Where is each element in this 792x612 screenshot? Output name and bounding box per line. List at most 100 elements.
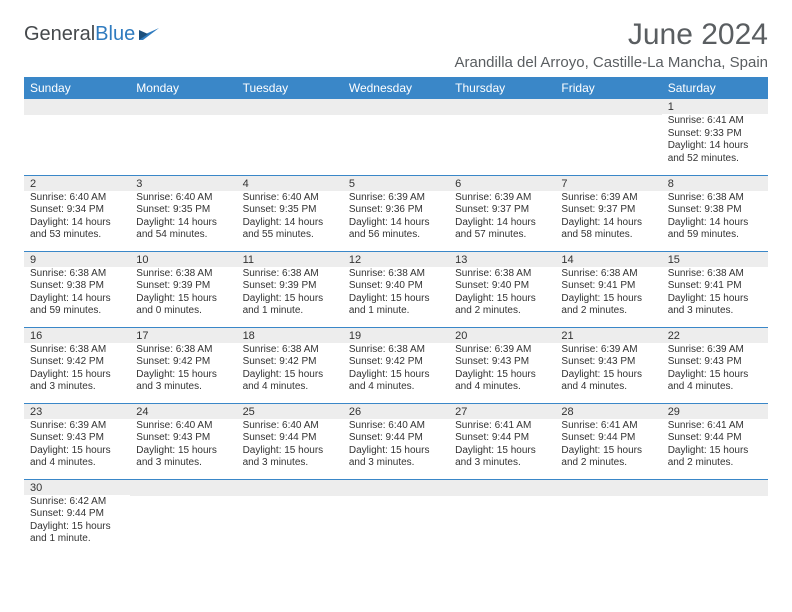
flag-icon bbox=[139, 24, 161, 42]
daylight-text: Daylight: 15 hours and 3 minutes. bbox=[668, 293, 762, 318]
calendar-day-cell: 18Sunrise: 6:38 AMSunset: 9:42 PMDayligh… bbox=[237, 327, 343, 403]
sunset-text: Sunset: 9:44 PM bbox=[243, 432, 337, 445]
day-details: Sunrise: 6:38 AMSunset: 9:42 PMDaylight:… bbox=[343, 343, 449, 397]
day-number: 5 bbox=[343, 176, 449, 191]
day-details: Sunrise: 6:38 AMSunset: 9:42 PMDaylight:… bbox=[24, 343, 130, 397]
day-details: Sunrise: 6:39 AMSunset: 9:43 PMDaylight:… bbox=[24, 419, 130, 473]
day-details bbox=[237, 496, 343, 500]
day-number: 30 bbox=[24, 480, 130, 495]
sunset-text: Sunset: 9:41 PM bbox=[561, 280, 655, 293]
day-number: 20 bbox=[449, 328, 555, 343]
sunset-text: Sunset: 9:34 PM bbox=[30, 204, 124, 217]
calendar-day-cell: 26Sunrise: 6:40 AMSunset: 9:44 PMDayligh… bbox=[343, 403, 449, 479]
sunset-text: Sunset: 9:42 PM bbox=[136, 356, 230, 369]
calendar-week-row: 30Sunrise: 6:42 AMSunset: 9:44 PMDayligh… bbox=[24, 479, 768, 555]
location-subtitle: Arandilla del Arroyo, Castille-La Mancha… bbox=[455, 54, 769, 71]
calendar-day-cell: 19Sunrise: 6:38 AMSunset: 9:42 PMDayligh… bbox=[343, 327, 449, 403]
day-details: Sunrise: 6:39 AMSunset: 9:37 PMDaylight:… bbox=[555, 191, 661, 245]
day-number: 8 bbox=[662, 176, 768, 191]
calendar-day-cell: 22Sunrise: 6:39 AMSunset: 9:43 PMDayligh… bbox=[662, 327, 768, 403]
sunrise-text: Sunrise: 6:39 AM bbox=[30, 420, 124, 433]
calendar-week-row: 1Sunrise: 6:41 AMSunset: 9:33 PMDaylight… bbox=[24, 99, 768, 175]
sunset-text: Sunset: 9:33 PM bbox=[668, 128, 762, 141]
daylight-text: Daylight: 14 hours and 52 minutes. bbox=[668, 140, 762, 165]
sunrise-text: Sunrise: 6:40 AM bbox=[243, 192, 337, 205]
sunrise-text: Sunrise: 6:41 AM bbox=[455, 420, 549, 433]
calendar-day-cell: 12Sunrise: 6:38 AMSunset: 9:40 PMDayligh… bbox=[343, 251, 449, 327]
day-number bbox=[130, 480, 236, 496]
day-number bbox=[343, 480, 449, 496]
calendar-day-cell: 29Sunrise: 6:41 AMSunset: 9:44 PMDayligh… bbox=[662, 403, 768, 479]
sunset-text: Sunset: 9:44 PM bbox=[30, 508, 124, 521]
day-details: Sunrise: 6:38 AMSunset: 9:39 PMDaylight:… bbox=[237, 267, 343, 321]
sunrise-text: Sunrise: 6:41 AM bbox=[668, 420, 762, 433]
day-number: 10 bbox=[130, 252, 236, 267]
calendar-day-cell: 10Sunrise: 6:38 AMSunset: 9:39 PMDayligh… bbox=[130, 251, 236, 327]
calendar-day-cell: 25Sunrise: 6:40 AMSunset: 9:44 PMDayligh… bbox=[237, 403, 343, 479]
calendar-day-cell: 24Sunrise: 6:40 AMSunset: 9:43 PMDayligh… bbox=[130, 403, 236, 479]
sunrise-text: Sunrise: 6:39 AM bbox=[455, 192, 549, 205]
day-details: Sunrise: 6:41 AMSunset: 9:44 PMDaylight:… bbox=[449, 419, 555, 473]
day-number: 15 bbox=[662, 252, 768, 267]
daylight-text: Daylight: 15 hours and 4 minutes. bbox=[455, 369, 549, 394]
daylight-text: Daylight: 15 hours and 4 minutes. bbox=[561, 369, 655, 394]
calendar-page: GeneralBlue June 2024 Arandilla del Arro… bbox=[0, 0, 792, 573]
sunset-text: Sunset: 9:43 PM bbox=[561, 356, 655, 369]
brand-name-2: Blue bbox=[95, 23, 135, 45]
daylight-text: Daylight: 15 hours and 3 minutes. bbox=[30, 369, 124, 394]
sunrise-text: Sunrise: 6:38 AM bbox=[668, 268, 762, 281]
daylight-text: Daylight: 14 hours and 55 minutes. bbox=[243, 217, 337, 242]
day-number bbox=[555, 99, 661, 115]
sunrise-text: Sunrise: 6:40 AM bbox=[243, 420, 337, 433]
sunrise-text: Sunrise: 6:38 AM bbox=[349, 268, 443, 281]
sunset-text: Sunset: 9:35 PM bbox=[136, 204, 230, 217]
day-details: Sunrise: 6:41 AMSunset: 9:44 PMDaylight:… bbox=[555, 419, 661, 473]
day-details bbox=[449, 496, 555, 500]
calendar-day-cell: 5Sunrise: 6:39 AMSunset: 9:36 PMDaylight… bbox=[343, 175, 449, 251]
calendar-empty-cell bbox=[24, 99, 130, 175]
sunrise-text: Sunrise: 6:40 AM bbox=[136, 192, 230, 205]
sunset-text: Sunset: 9:44 PM bbox=[561, 432, 655, 445]
day-number: 27 bbox=[449, 404, 555, 419]
sunrise-text: Sunrise: 6:38 AM bbox=[30, 344, 124, 357]
sunrise-text: Sunrise: 6:39 AM bbox=[455, 344, 549, 357]
sunset-text: Sunset: 9:41 PM bbox=[668, 280, 762, 293]
calendar-body: 1Sunrise: 6:41 AMSunset: 9:33 PMDaylight… bbox=[24, 99, 768, 555]
calendar-day-cell: 9Sunrise: 6:38 AMSunset: 9:38 PMDaylight… bbox=[24, 251, 130, 327]
sunset-text: Sunset: 9:40 PM bbox=[455, 280, 549, 293]
daylight-text: Daylight: 15 hours and 1 minute. bbox=[243, 293, 337, 318]
weekday-header: Saturday bbox=[662, 77, 768, 99]
brand-logo: GeneralBlue bbox=[24, 24, 161, 44]
daylight-text: Daylight: 15 hours and 2 minutes. bbox=[561, 293, 655, 318]
day-number: 29 bbox=[662, 404, 768, 419]
day-details: Sunrise: 6:40 AMSunset: 9:43 PMDaylight:… bbox=[130, 419, 236, 473]
sunrise-text: Sunrise: 6:40 AM bbox=[349, 420, 443, 433]
sunset-text: Sunset: 9:37 PM bbox=[455, 204, 549, 217]
calendar-empty-cell bbox=[662, 479, 768, 555]
daylight-text: Daylight: 15 hours and 3 minutes. bbox=[136, 369, 230, 394]
sunset-text: Sunset: 9:42 PM bbox=[349, 356, 443, 369]
day-details: Sunrise: 6:41 AMSunset: 9:33 PMDaylight:… bbox=[662, 114, 768, 168]
daylight-text: Daylight: 14 hours and 57 minutes. bbox=[455, 217, 549, 242]
day-number bbox=[449, 480, 555, 496]
sunrise-text: Sunrise: 6:41 AM bbox=[668, 115, 762, 128]
daylight-text: Daylight: 15 hours and 3 minutes. bbox=[455, 445, 549, 470]
daylight-text: Daylight: 14 hours and 59 minutes. bbox=[30, 293, 124, 318]
daylight-text: Daylight: 15 hours and 1 minute. bbox=[30, 521, 124, 546]
calendar-day-cell: 8Sunrise: 6:38 AMSunset: 9:38 PMDaylight… bbox=[662, 175, 768, 251]
day-details: Sunrise: 6:39 AMSunset: 9:43 PMDaylight:… bbox=[449, 343, 555, 397]
sunset-text: Sunset: 9:38 PM bbox=[668, 204, 762, 217]
day-number: 13 bbox=[449, 252, 555, 267]
daylight-text: Daylight: 15 hours and 2 minutes. bbox=[668, 445, 762, 470]
day-number: 12 bbox=[343, 252, 449, 267]
day-number: 7 bbox=[555, 176, 661, 191]
day-details: Sunrise: 6:40 AMSunset: 9:34 PMDaylight:… bbox=[24, 191, 130, 245]
sunrise-text: Sunrise: 6:39 AM bbox=[668, 344, 762, 357]
daylight-text: Daylight: 15 hours and 0 minutes. bbox=[136, 293, 230, 318]
day-number: 2 bbox=[24, 176, 130, 191]
day-details: Sunrise: 6:41 AMSunset: 9:44 PMDaylight:… bbox=[662, 419, 768, 473]
day-number bbox=[24, 99, 130, 115]
day-details bbox=[237, 115, 343, 119]
sunrise-text: Sunrise: 6:38 AM bbox=[136, 268, 230, 281]
day-details bbox=[662, 496, 768, 500]
